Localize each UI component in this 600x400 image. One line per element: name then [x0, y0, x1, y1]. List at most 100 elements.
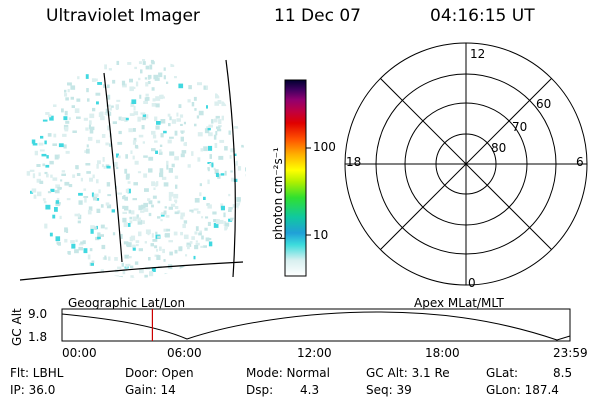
speckle: [139, 268, 144, 274]
speckle: [32, 143, 38, 146]
speckle: [152, 98, 156, 102]
speckle: [215, 115, 220, 119]
meridian-line-left: [103, 72, 123, 263]
speckle: [76, 173, 81, 176]
speckle: [77, 76, 80, 80]
speckle: [151, 181, 155, 187]
gc-alt-axis-label: GC Alt: [10, 308, 24, 346]
dsp-value: 4.3: [300, 383, 320, 397]
speckle: [124, 196, 128, 201]
speckle: [173, 231, 178, 236]
mlt-label-18: 18: [346, 155, 362, 169]
speckle: [148, 200, 153, 205]
speckle: [223, 212, 226, 218]
speckle: [65, 120, 70, 124]
speckle: [96, 139, 101, 144]
speckle: [169, 251, 173, 256]
speckle: [245, 174, 246, 177]
door-readout: Door: Open: [125, 366, 194, 380]
speckle: [150, 243, 154, 247]
speckle: [221, 115, 224, 121]
speckle: [138, 134, 144, 138]
speckle: [95, 225, 98, 230]
speckle: [70, 85, 76, 90]
speckle: [101, 244, 106, 250]
speckle: [120, 234, 123, 239]
speckle: [132, 198, 137, 201]
speckle: [124, 205, 129, 211]
speckle: [163, 75, 166, 80]
speckle: [178, 83, 184, 89]
speckle: [93, 195, 98, 201]
speckle: [115, 104, 119, 110]
speckle: [175, 184, 178, 189]
airglow-speckles: [26, 59, 246, 278]
speckle: [78, 200, 83, 205]
speckle: [198, 232, 202, 236]
speckle: [44, 140, 47, 145]
speckle: [127, 62, 132, 65]
speckle: [136, 244, 139, 247]
speckle: [102, 157, 105, 162]
speckle: [105, 108, 109, 113]
speckle: [203, 146, 208, 152]
speckle: [163, 182, 169, 187]
speckle: [183, 121, 186, 125]
speckle: [96, 179, 99, 184]
speckle: [106, 165, 111, 169]
speckle: [164, 273, 168, 278]
speckle: [100, 204, 104, 208]
speckle: [174, 211, 179, 215]
x-tick-0000: 00:00: [62, 346, 97, 360]
speckle: [48, 114, 52, 118]
speckle: [97, 82, 102, 85]
speckle: [189, 241, 193, 244]
speckle: [56, 241, 61, 246]
speckle: [124, 254, 129, 259]
apex-mlat-mlt-label: Apex MLat/MLT: [414, 296, 504, 310]
speckle: [191, 151, 194, 156]
speckle: [193, 255, 196, 260]
speckle: [104, 227, 108, 230]
glat-value: 8.5: [553, 366, 573, 380]
speckle: [186, 242, 192, 247]
speckle: [180, 123, 183, 126]
speckle: [148, 257, 151, 261]
speckle: [216, 172, 219, 177]
speckle: [157, 235, 160, 239]
speckle: [111, 209, 115, 213]
speckle: [151, 87, 155, 91]
speckle: [170, 63, 175, 67]
speckle: [181, 150, 187, 154]
speckle: [169, 116, 172, 121]
speckle: [55, 200, 60, 204]
gain-readout: Gain: 14: [125, 383, 176, 397]
speckle: [147, 74, 152, 79]
speckle: [43, 201, 47, 204]
speckle: [206, 238, 212, 241]
speckle: [107, 125, 111, 131]
speckle: [112, 232, 116, 236]
speckle: [144, 97, 148, 101]
speckle: [207, 162, 212, 164]
speckle: [54, 154, 59, 160]
speckle: [220, 205, 225, 211]
speckle: [122, 83, 127, 88]
speckle: [142, 61, 146, 65]
speckle: [86, 171, 91, 174]
speckle: [134, 261, 139, 265]
speckle: [40, 135, 44, 139]
speckle: [41, 153, 47, 157]
speckle: [128, 256, 132, 259]
speckle: [97, 236, 101, 240]
speckle: [230, 170, 233, 173]
gc-alt-readout: GC Alt: 3.1 Re: [366, 366, 450, 380]
speckle: [166, 160, 169, 165]
speckle: [128, 128, 133, 133]
speckle: [100, 116, 105, 121]
speckle: [94, 226, 97, 230]
speckle: [90, 228, 94, 234]
x-tick-1200: 12:00: [297, 346, 332, 360]
speckle: [134, 66, 137, 70]
speckle: [57, 154, 60, 159]
